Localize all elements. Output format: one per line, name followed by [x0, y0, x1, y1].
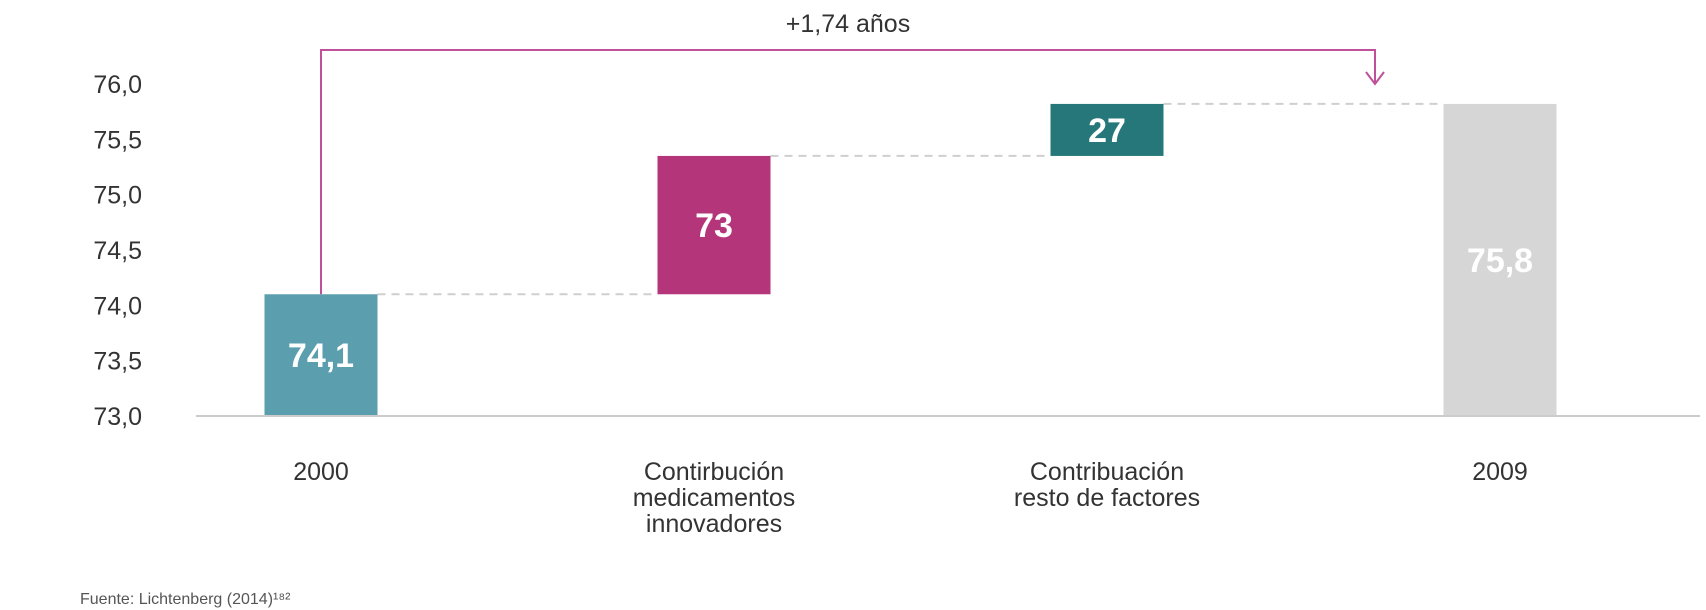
bar [1050, 103, 1164, 156]
category-label: Contribuación [1030, 458, 1184, 486]
y-tick-label: 74,5 [93, 237, 142, 265]
y-tick-label: 75,5 [93, 126, 142, 154]
category-label: Contirbución [644, 458, 784, 486]
y-tick-label: 73,0 [93, 403, 142, 431]
y-tick-label: 73,5 [93, 348, 142, 376]
bar [657, 155, 771, 295]
y-tick-label: 76,0 [93, 71, 142, 99]
bar-value-label: 73 [695, 207, 733, 245]
category-label: innovadores [646, 510, 782, 538]
y-tick-label: 75,0 [93, 182, 142, 210]
bar [264, 294, 378, 416]
change-annotation: +1,74 años [786, 10, 910, 38]
y-tick-label: 74,0 [93, 292, 142, 320]
category-label: 2000 [293, 458, 349, 486]
arrowhead-icon [1365, 71, 1385, 86]
category-label: resto de factores [1014, 484, 1200, 512]
bar [1443, 103, 1557, 417]
source-note: Fuente: Lichtenberg (2014)¹⁸² [80, 591, 291, 608]
bar-value-label: 75,8 [1467, 242, 1533, 280]
category-label: medicamentos [633, 484, 796, 512]
bar-value-label: 27 [1088, 112, 1126, 150]
change-bracket [320, 49, 1376, 295]
category-label: 2009 [1472, 458, 1528, 486]
bar-value-label: 74,1 [288, 337, 354, 375]
